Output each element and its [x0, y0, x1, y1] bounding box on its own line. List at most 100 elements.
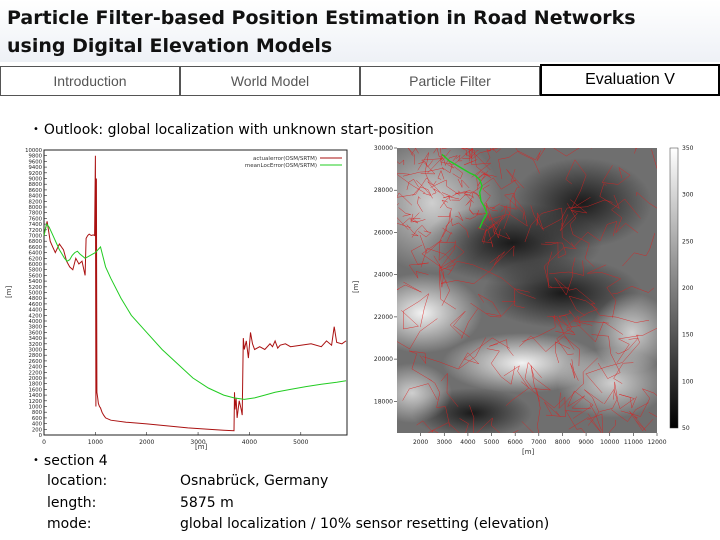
road-segment — [465, 213, 478, 220]
y-tick-label: 4800 — [29, 296, 43, 302]
slide-title: Particle Filter-based Position Estimatio… — [7, 4, 707, 60]
road-segment — [443, 195, 451, 201]
road-segment — [489, 203, 501, 209]
y-tick-label: 1600 — [29, 387, 43, 393]
road-segment — [540, 242, 567, 259]
road-segment — [567, 203, 595, 267]
y-tick-label: 30000 — [374, 145, 393, 152]
road-segment — [611, 198, 641, 234]
road-segment — [401, 212, 420, 225]
road-segment — [417, 152, 430, 182]
location-value: Osnabrück, Germany — [180, 473, 329, 489]
y-tick-label: 8800 — [29, 182, 43, 188]
road-segment — [530, 365, 552, 402]
y-tick-label: 8600 — [29, 188, 43, 194]
road-segment — [416, 420, 439, 433]
colorbar-tick-label: 50 — [682, 425, 690, 432]
road-segment — [476, 173, 488, 191]
y-tick-label: 8200 — [29, 199, 43, 205]
road-segment — [455, 211, 464, 221]
map-ylabel: [m] — [352, 280, 360, 293]
road-segment — [457, 178, 470, 189]
road-segment — [433, 148, 446, 158]
section-values: Osnabrück, Germany 5875 m global localiz… — [180, 471, 549, 536]
tab-introduction[interactable]: Introduction — [0, 66, 180, 96]
x-tick-label: 4000 — [242, 439, 257, 446]
road-segment — [555, 341, 571, 364]
road-segment — [397, 281, 422, 293]
y-tick-label: 1800 — [29, 382, 43, 388]
road-segment — [469, 405, 519, 433]
road-segment — [586, 413, 616, 433]
road-segment — [462, 150, 479, 159]
x-tick-label: 7000 — [531, 439, 546, 446]
road-segment — [482, 184, 491, 197]
x-tick-label: 12000 — [647, 439, 666, 446]
tab-label: Introduction — [53, 73, 127, 89]
road-segment — [420, 247, 456, 288]
y-tick-label: 200 — [32, 427, 43, 433]
road-segment — [440, 372, 459, 407]
title-bar: Particle Filter-based Position Estimatio… — [0, 0, 720, 62]
road-segment — [439, 240, 456, 269]
y-tick-label: 0 — [39, 433, 43, 439]
tab-particle-filter[interactable]: Particle Filter — [360, 66, 540, 96]
road-segment — [452, 222, 469, 238]
road-segment — [567, 390, 594, 419]
x-tick-label: 3000 — [190, 439, 205, 446]
y-tick-label: 5400 — [29, 279, 43, 285]
road-segment — [470, 301, 516, 318]
y-tick-label: 20000 — [374, 356, 393, 363]
section-labels: location: length: mode: — [47, 471, 107, 536]
y-tick-label: 3600 — [29, 330, 43, 336]
y-tick-label: 6200 — [29, 256, 43, 262]
road-segment — [442, 230, 453, 238]
road-segment — [422, 337, 486, 370]
road-segment — [465, 199, 474, 215]
road-segment — [401, 293, 430, 330]
road-segment — [569, 288, 650, 323]
y-tick-label: 7600 — [29, 216, 43, 222]
road-segment — [486, 348, 516, 385]
tab-evaluation[interactable]: Evaluation V — [540, 64, 720, 96]
road-segment — [601, 165, 631, 185]
road-segment — [417, 196, 423, 212]
colorbar — [669, 147, 679, 429]
road-segment — [482, 222, 498, 230]
x-tick-label: 1000 — [88, 439, 103, 446]
road-segment — [420, 158, 441, 175]
colorbar-tick-label: 350 — [682, 145, 694, 152]
road-segment — [500, 205, 511, 215]
road-segment — [408, 244, 429, 279]
road-segment — [558, 310, 609, 324]
slide-title-line-2: using Digital Elevation Models — [7, 35, 333, 57]
error-chart-xlabel: [m] — [195, 443, 208, 451]
road-segment — [514, 288, 530, 309]
series-line-1 — [43, 223, 347, 400]
road-segment — [521, 381, 566, 417]
mode-value: global localization / 10% sensor resetti… — [180, 516, 550, 532]
road-segment — [439, 192, 452, 209]
road-segment — [440, 231, 456, 243]
road-segment — [599, 183, 620, 210]
road-segment — [544, 401, 561, 417]
road-segment — [547, 316, 575, 350]
colorbar-tick-label: 150 — [682, 332, 694, 339]
road-segment — [427, 180, 437, 191]
road-segment — [490, 216, 501, 239]
road-segment — [559, 199, 588, 231]
road-segment — [651, 149, 657, 169]
road-segment — [575, 321, 624, 343]
section-heading-text: section 4 — [43, 453, 108, 469]
road-segment — [397, 177, 445, 198]
legend-entry-0: actualerror(OSM/SRTM) — [253, 156, 317, 162]
road-segment — [483, 173, 497, 178]
y-tick-label: 3400 — [29, 336, 43, 342]
road-segment — [487, 148, 494, 153]
road-segment — [552, 315, 581, 333]
location-label: location: — [47, 473, 108, 489]
length-label: length: — [47, 494, 97, 511]
gps-track-line — [441, 153, 488, 229]
road-segment — [546, 251, 569, 289]
tab-world-model[interactable]: World Model — [180, 66, 360, 96]
